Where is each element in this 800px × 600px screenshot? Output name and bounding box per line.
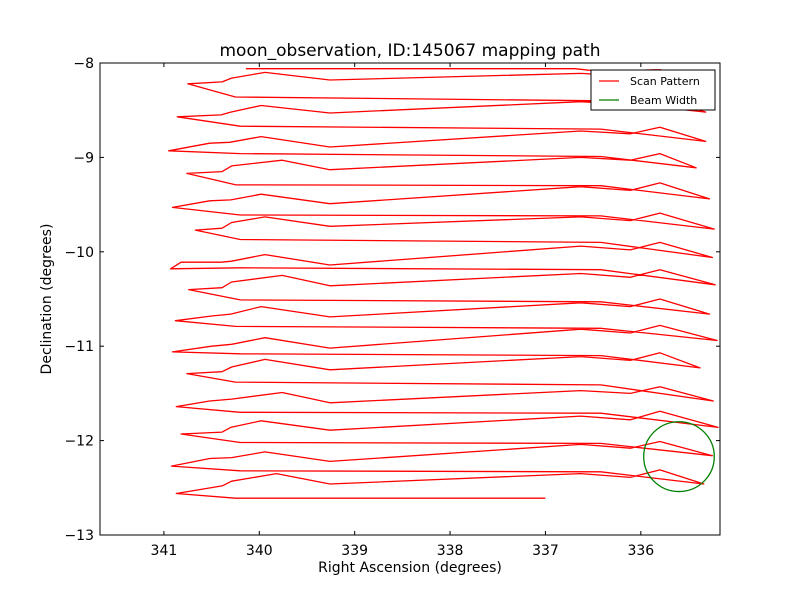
x-axis-label: Right Ascension (degrees) bbox=[318, 560, 502, 576]
y-tick-label: −11 bbox=[64, 339, 94, 355]
x-tick-label: 340 bbox=[246, 543, 273, 559]
scan-pattern-line bbox=[168, 68, 719, 499]
y-tick-label: −9 bbox=[73, 150, 94, 166]
axes-frame bbox=[99, 62, 721, 536]
legend: Scan Pattern Beam Width bbox=[590, 69, 716, 111]
chart-title: moon_observation, ID:145067 mapping path bbox=[219, 41, 600, 61]
beam-width-circle bbox=[643, 421, 715, 493]
x-tick-label: 339 bbox=[341, 543, 368, 559]
y-tick-label: −8 bbox=[73, 56, 94, 72]
y-axis: −8 −9 −10 −11 −12 −13 bbox=[64, 56, 720, 544]
y-tick-label: −10 bbox=[64, 245, 94, 261]
x-tick-label: 337 bbox=[532, 543, 559, 559]
legend-label-scan-pattern: Scan Pattern bbox=[630, 75, 700, 88]
x-tick-label: 338 bbox=[437, 543, 464, 559]
y-axis-label: Declination (degrees) bbox=[39, 224, 55, 375]
plot-area bbox=[168, 68, 719, 499]
x-tick-label: 336 bbox=[627, 543, 654, 559]
x-tick-label: 341 bbox=[151, 543, 178, 559]
legend-box bbox=[590, 69, 716, 111]
y-tick-label: −12 bbox=[64, 434, 94, 450]
y-tick-label: −13 bbox=[64, 528, 94, 544]
x-axis: 341 340 339 338 337 336 bbox=[151, 63, 654, 559]
legend-label-beam-width: Beam Width bbox=[630, 94, 697, 107]
